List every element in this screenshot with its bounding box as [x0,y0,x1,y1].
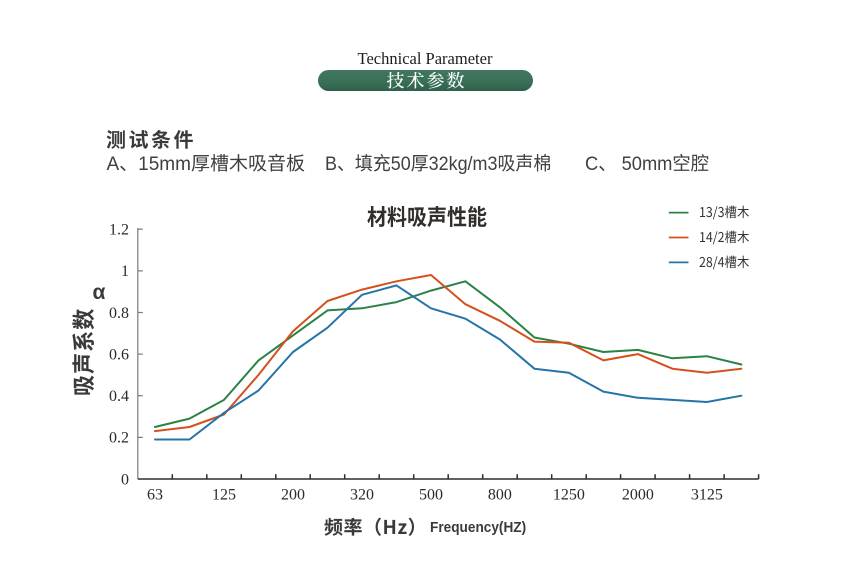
svg-text:0.8: 0.8 [109,305,129,322]
svg-text:0: 0 [121,471,129,488]
svg-text:125: 125 [212,487,236,504]
svg-text:0.6: 0.6 [109,346,129,363]
svg-text:3125: 3125 [691,487,723,504]
svg-text:2000: 2000 [622,487,654,504]
svg-text:1.2: 1.2 [109,222,129,239]
svg-text:63: 63 [147,487,163,504]
svg-text:500: 500 [419,487,443,504]
svg-text:800: 800 [488,487,512,504]
svg-text:0.4: 0.4 [109,388,129,405]
svg-text:320: 320 [350,487,374,504]
svg-text:0.2: 0.2 [109,430,129,447]
svg-text:1250: 1250 [553,487,585,504]
svg-text:200: 200 [281,487,305,504]
svg-text:1: 1 [121,263,129,280]
